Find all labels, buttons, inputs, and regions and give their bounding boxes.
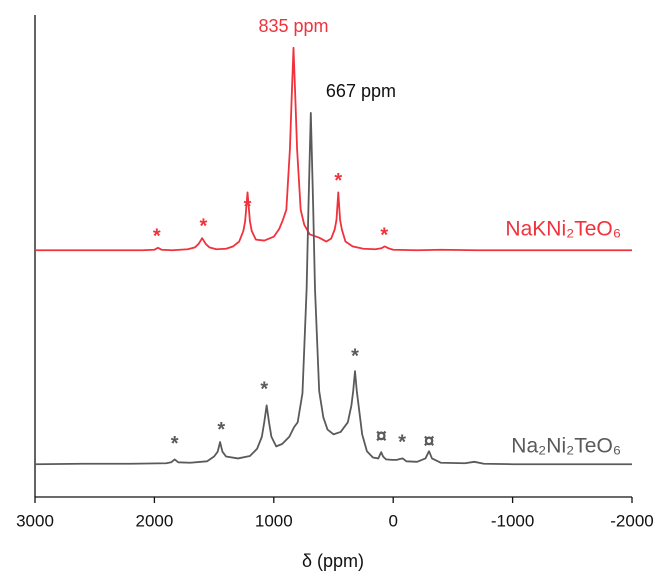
peak-annotation: 835 ppm <box>258 16 328 36</box>
sideband-marker: * <box>398 431 406 453</box>
sideband-marker: * <box>334 170 342 192</box>
x-tick-label: 3000 <box>16 511 54 530</box>
x-axis-label: δ (ppm) <box>302 551 364 571</box>
x-tick-label: 2000 <box>135 511 173 530</box>
series-label: Na₂Ni₂TeO₆ <box>511 434 621 457</box>
sideband-marker: * <box>199 215 207 237</box>
x-tick-label: -2000 <box>610 511 653 530</box>
sideband-marker: * <box>171 433 179 455</box>
x-tick-label: -1000 <box>491 511 534 530</box>
sideband-marker: * <box>380 225 388 247</box>
series-label: NaKNi₂TeO₆ <box>505 218 621 241</box>
spectrum-line <box>34 111 632 466</box>
sideband-marker: * <box>217 419 225 441</box>
x-tick-label: 0 <box>388 511 397 530</box>
sideband-marker: * <box>244 196 252 218</box>
sideband-marker: * <box>351 346 359 368</box>
spectrum-line <box>35 46 632 252</box>
sideband-marker: ¤ <box>423 430 434 452</box>
sideband-marker: * <box>153 225 161 247</box>
sideband-marker: ¤ <box>376 426 387 448</box>
x-tick-label: 1000 <box>255 511 293 530</box>
peak-annotation: 667 ppm <box>326 81 396 101</box>
sideband-marker: * <box>260 378 268 400</box>
